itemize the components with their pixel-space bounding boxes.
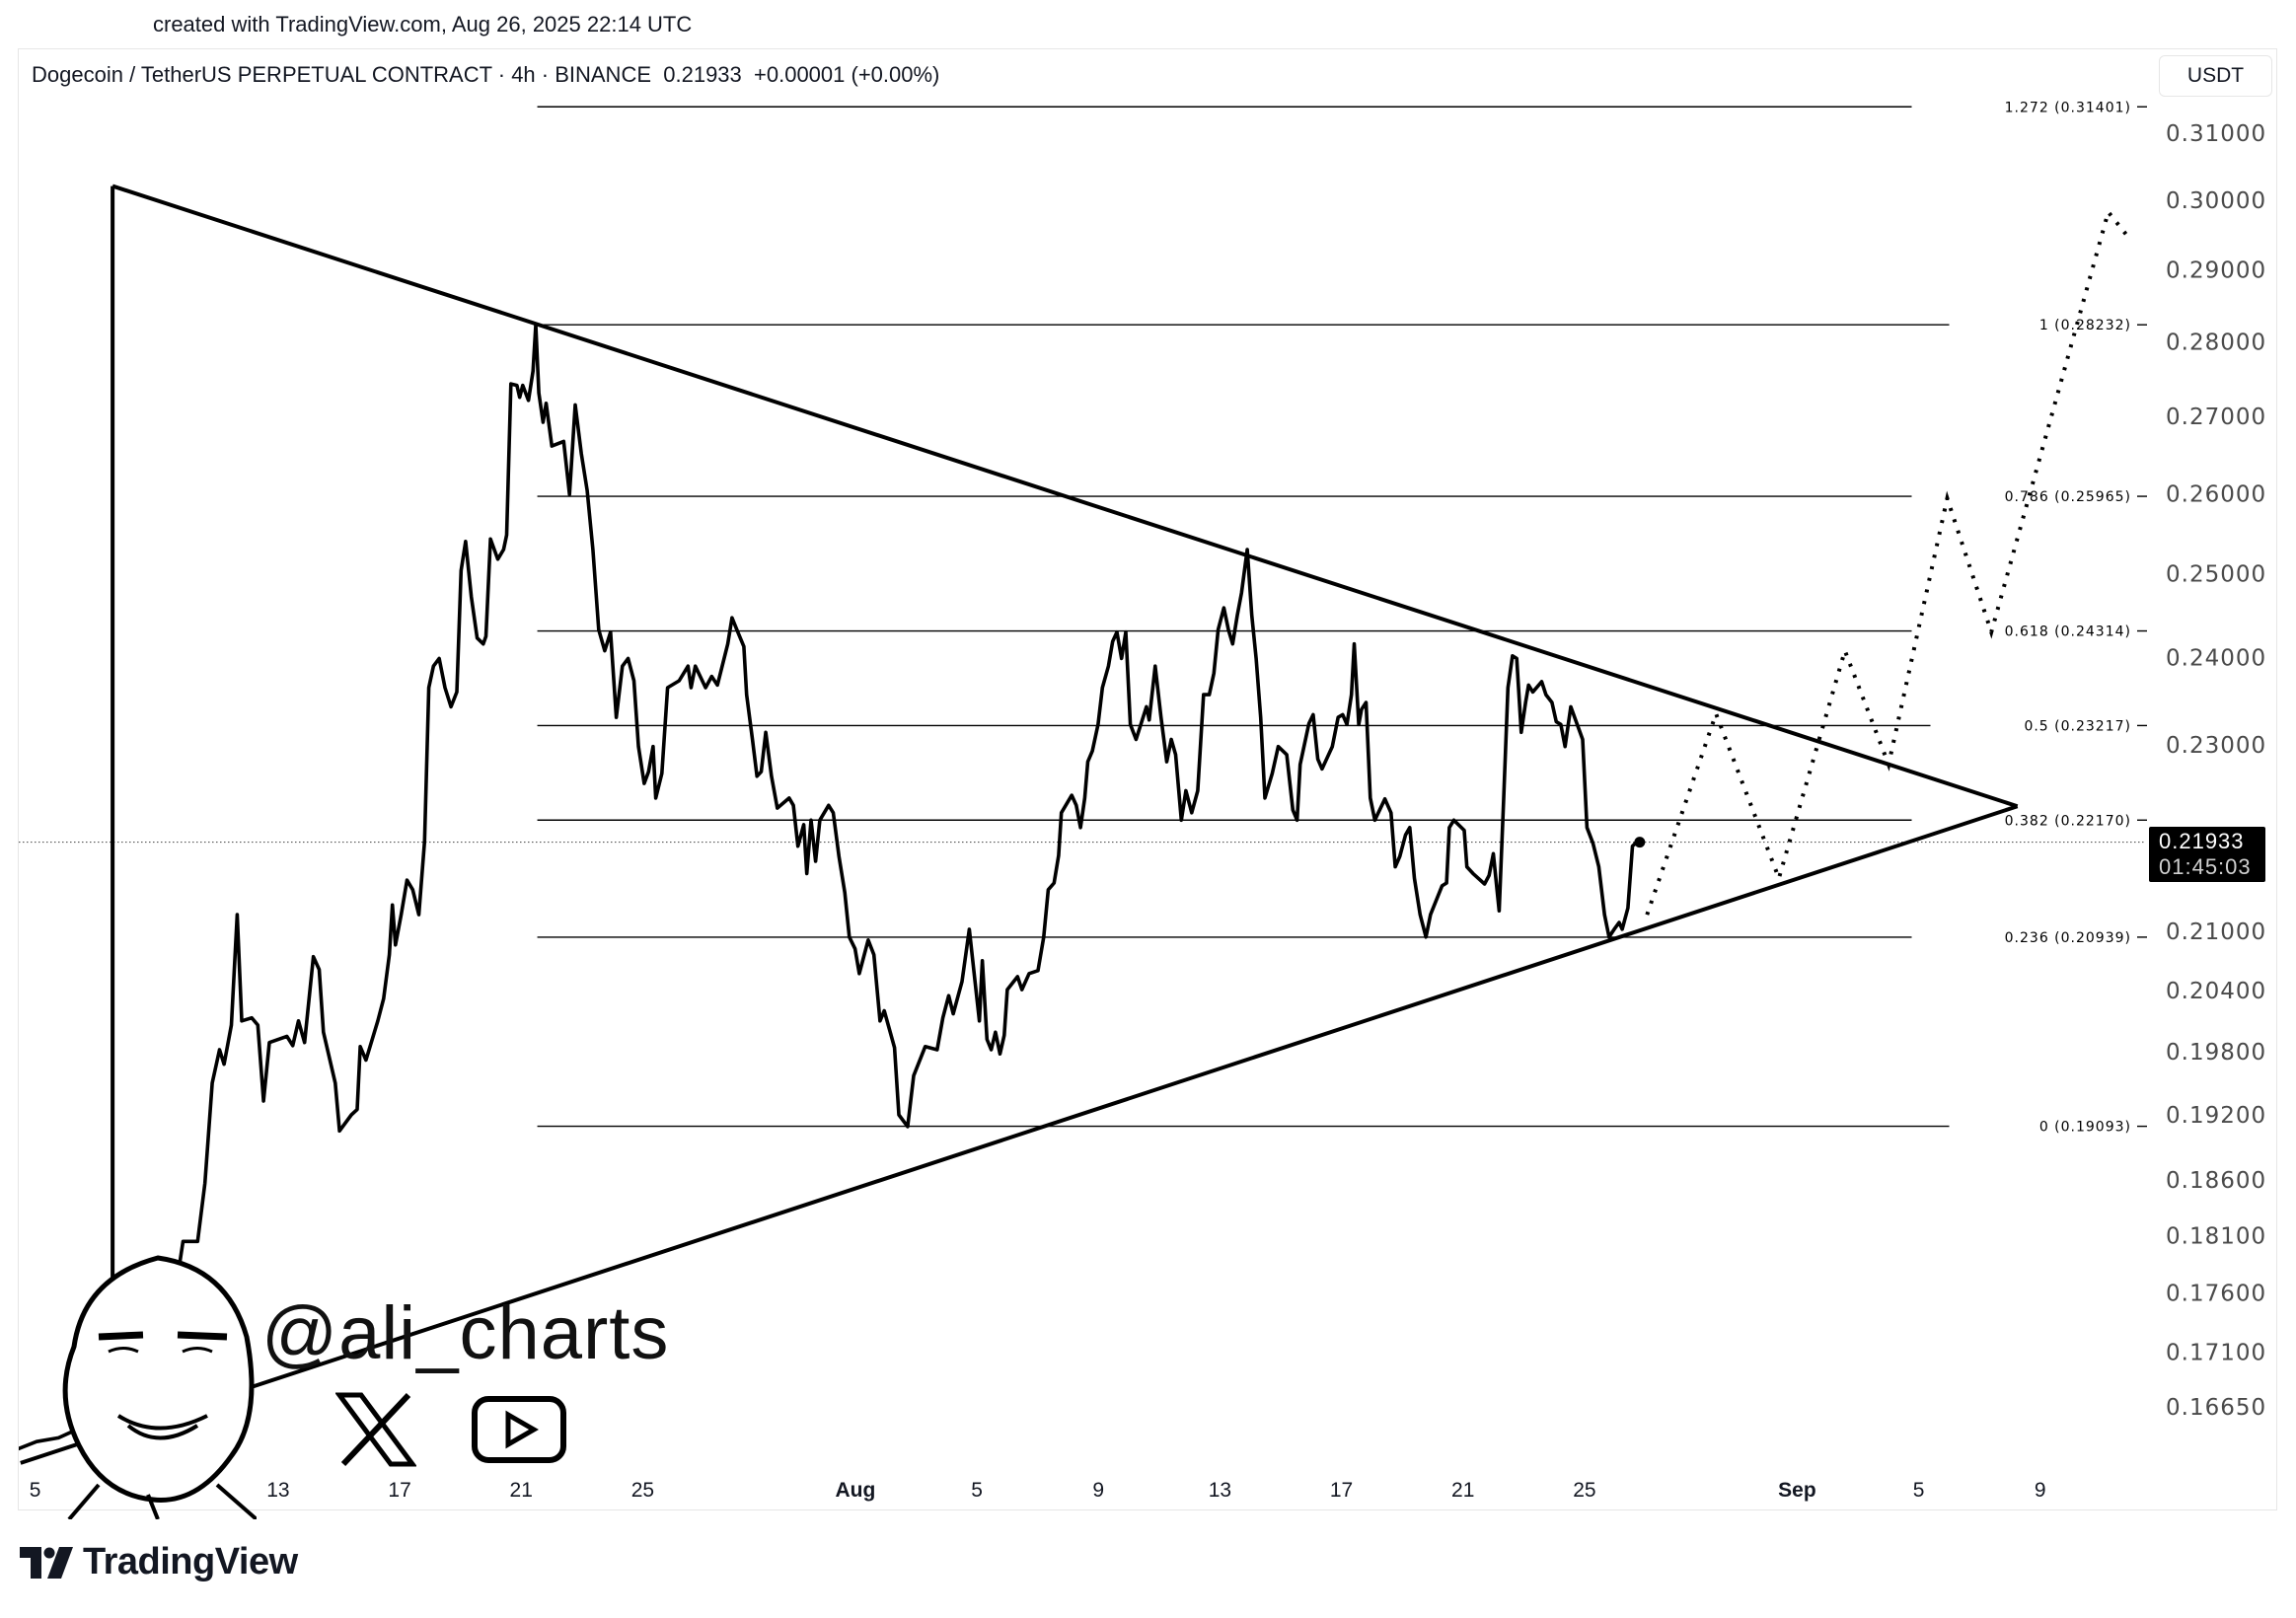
price-axis-tick: 0.18100 — [2166, 1224, 2266, 1250]
time-axis-tick: 25 — [631, 1479, 654, 1502]
triangle-upper-trendline — [111, 184, 2019, 809]
price-axis-tick: 0.18600 — [2166, 1168, 2266, 1194]
price-axis-tick: 0.31000 — [2166, 121, 2266, 147]
tradingview-logo[interactable]: TradingView — [20, 1541, 298, 1583]
fib-level-label: 0 (0.19093) — [2039, 1120, 2131, 1136]
price-axis-tick: 0.30000 — [2166, 188, 2266, 214]
fib-level-label: 0.5 (0.23217) — [2024, 718, 2131, 734]
projected-path — [1645, 207, 2128, 916]
price-axis-tick: 0.29000 — [2166, 257, 2266, 283]
avatar-caricature — [62, 1255, 257, 1519]
created-with-text: created with TradingView.com, Aug 26, 20… — [153, 12, 693, 37]
time-axis-tick: 17 — [388, 1479, 410, 1502]
time-axis-tick: 25 — [1573, 1479, 1595, 1502]
time-axis-tick: 5 — [971, 1479, 983, 1502]
time-axis-tick: Aug — [836, 1479, 876, 1502]
time-axis-tick: Sep — [1778, 1479, 1816, 1502]
time-axis-tick: 17 — [1330, 1479, 1353, 1502]
time-axis-tick: 21 — [1451, 1479, 1474, 1502]
bar-countdown: 01:45:03 — [2159, 854, 2252, 879]
price-axis-tick: 0.16650 — [2166, 1395, 2266, 1421]
legend-change: +0.00001 (+0.00%) — [754, 62, 940, 87]
chart-frame — [18, 48, 2277, 1510]
fib-level-label: 0.786 (0.25965) — [2005, 489, 2131, 505]
price-axis-tick: 0.24000 — [2166, 646, 2266, 672]
price-axis-tick: 0.26000 — [2166, 481, 2266, 507]
symbol-legend: Dogecoin / TetherUS PERPETUAL CONTRACT ·… — [32, 62, 939, 88]
time-axis-tick: 13 — [266, 1479, 289, 1502]
price-axis-tick: 0.25000 — [2166, 562, 2266, 588]
price-axis-tick: 0.27000 — [2166, 404, 2266, 430]
time-axis-tick: 5 — [30, 1479, 41, 1502]
watermark-handle: @ali_charts — [261, 1291, 670, 1375]
tradingview-logo-icon — [20, 1546, 73, 1579]
x-logo-icon — [335, 1392, 416, 1467]
last-price-dot — [1634, 837, 1646, 848]
youtube-icon — [472, 1396, 566, 1463]
time-axis-tick: 5 — [1913, 1479, 1925, 1502]
fib-level-label: 1 (0.28232) — [2039, 318, 2131, 333]
price-line — [19, 323, 1639, 1451]
fib-level-label: 0.236 (0.20939) — [2005, 930, 2131, 946]
last-price-value: 0.21933 — [2159, 829, 2245, 853]
symbol-title: Dogecoin / TetherUS PERPETUAL CONTRACT ·… — [32, 62, 652, 87]
time-axis-tick: 9 — [1092, 1479, 1104, 1502]
currency-button[interactable]: USDT — [2159, 55, 2272, 97]
fib-level-label: 0.382 (0.22170) — [2005, 813, 2131, 829]
time-axis-tick: 21 — [510, 1479, 533, 1502]
price-axis-tick: 0.23000 — [2166, 733, 2266, 759]
triangle-lower-trendline — [20, 804, 2019, 1465]
price-axis-tick: 0.28000 — [2166, 330, 2266, 355]
fib-level-label: 1.272 (0.31401) — [2005, 100, 2131, 115]
price-axis-tick: 0.19800 — [2166, 1040, 2266, 1066]
time-axis-tick: 9 — [2035, 1479, 2046, 1502]
fib-level-label: 0.618 (0.24314) — [2005, 625, 2131, 640]
price-axis-tick: 0.17100 — [2166, 1341, 2266, 1366]
price-axis-tick: 0.21000 — [2166, 919, 2266, 945]
price-axis-tick: 0.17600 — [2166, 1282, 2266, 1307]
time-axis-tick: 13 — [1209, 1479, 1231, 1502]
price-axis-tick: 0.19200 — [2166, 1103, 2266, 1129]
price-axis-tick: 0.20400 — [2166, 979, 2266, 1004]
tradingview-brand: TradingView — [83, 1541, 298, 1582]
legend-last-price: 0.21933 — [663, 62, 742, 87]
last-price-label: 0.21933 01:45:03 — [2149, 827, 2265, 882]
